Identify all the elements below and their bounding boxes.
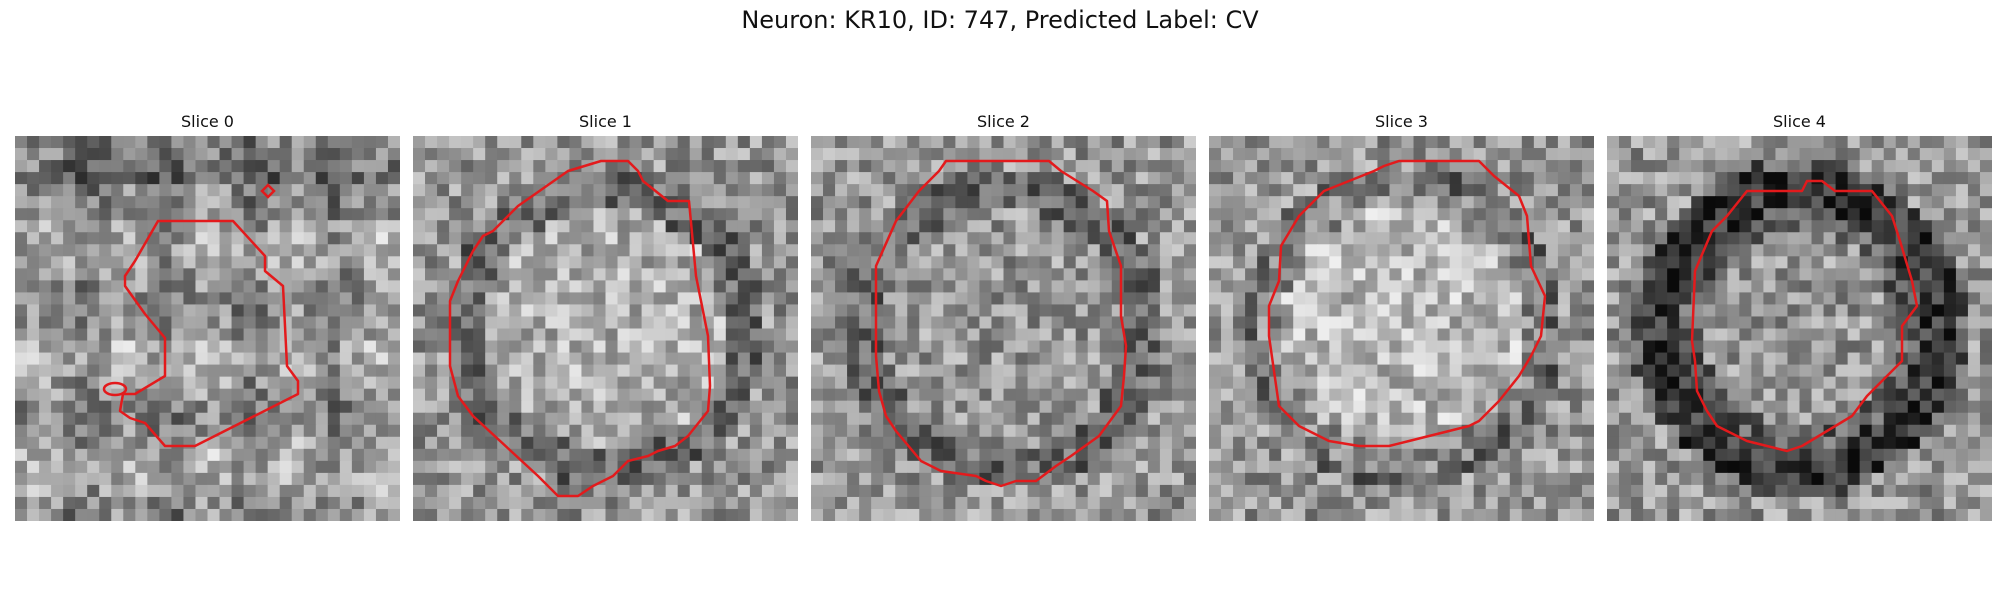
slice-image [1209, 136, 1594, 521]
small-outline [260, 183, 276, 199]
slice-panel-4: Slice 4 [1607, 110, 1992, 521]
slice-title: Slice 1 [579, 112, 632, 131]
slice-title: Slice 3 [1375, 112, 1428, 131]
cell-outline [448, 159, 712, 498]
slice-title: Slice 4 [1773, 112, 1826, 131]
slice-image [811, 136, 1196, 521]
slice-panel-0: Slice 0 [15, 110, 400, 521]
slice-image [413, 136, 798, 521]
figure-title: Neuron: KR10, ID: 747, Predicted Label: … [741, 6, 1259, 34]
slice-title: Slice 0 [181, 112, 234, 131]
cell-outline [874, 159, 1128, 488]
slice-panel-2: Slice 2 [811, 110, 1196, 521]
cell-outline [1267, 159, 1547, 448]
slice-panel-3: Slice 3 [1209, 110, 1594, 521]
cell-outline [1690, 179, 1919, 453]
slice-panel-1: Slice 1 [413, 110, 798, 521]
cell-outline [118, 219, 300, 448]
small-outline [102, 381, 128, 397]
slice-image [15, 136, 400, 521]
slice-title: Slice 2 [977, 112, 1030, 131]
slice-image [1607, 136, 1992, 521]
